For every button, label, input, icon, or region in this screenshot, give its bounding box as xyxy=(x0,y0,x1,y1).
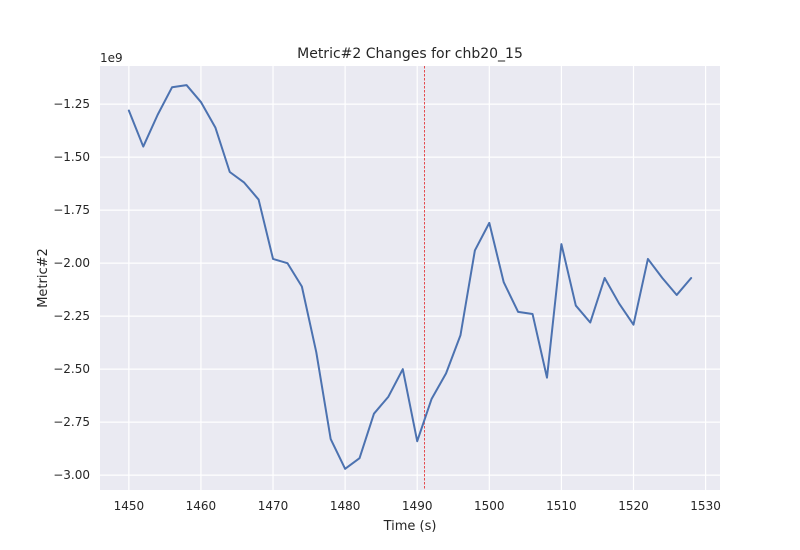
chart-title: Metric#2 Changes for chb20_15 xyxy=(297,46,523,62)
series-line-0 xyxy=(127,84,693,470)
x-tick-label-3: 1480 xyxy=(330,499,361,513)
y-axis-label: Metric#2 xyxy=(36,248,51,308)
x-axis-label: Time (s) xyxy=(383,519,437,534)
plot-background xyxy=(100,66,720,490)
y-tick-label-6: −1.50 xyxy=(53,150,90,164)
x-tick-label-5: 1500 xyxy=(474,499,505,513)
x-tick-label-6: 1510 xyxy=(546,499,577,513)
x-tick-label-8: 1530 xyxy=(690,499,721,513)
x-tick-labels: 1450 1460 1470 1480 1490 1500 1510 1520 1530 xyxy=(114,499,721,513)
y-tick-label-7: −1.25 xyxy=(53,97,90,111)
y-tick-labels: −3.00 −2.75 −2.50 −2.25 −2.00 −1.75 −1.50 −1.25 xyxy=(53,97,90,482)
y-tick-label-3: −2.25 xyxy=(53,309,90,323)
y-tick-label-5: −1.75 xyxy=(53,203,90,217)
y-tick-label-0: −3.00 xyxy=(53,468,90,482)
x-tick-label-1: 1460 xyxy=(186,499,217,513)
y-tick-label-4: −2.00 xyxy=(53,256,90,270)
y-tick-label-2: −2.50 xyxy=(53,362,90,376)
x-tick-label-0: 1450 xyxy=(114,499,145,513)
series-group xyxy=(127,84,693,470)
x-tick-label-7: 1520 xyxy=(618,499,649,513)
y-tick-label-1: −2.75 xyxy=(53,415,90,429)
grid-lines xyxy=(100,66,720,490)
x-tick-label-4: 1490 xyxy=(402,499,433,513)
y-offset-label: 1e9 xyxy=(100,51,123,65)
x-tick-label-2: 1470 xyxy=(258,499,289,513)
